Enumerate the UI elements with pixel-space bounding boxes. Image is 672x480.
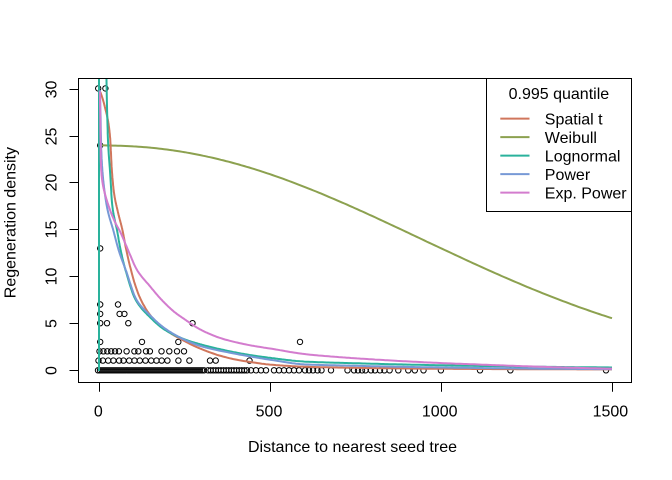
svg-text:25: 25 xyxy=(43,128,60,146)
svg-text:0: 0 xyxy=(94,404,103,421)
svg-text:30: 30 xyxy=(43,81,60,99)
svg-text:10: 10 xyxy=(43,268,60,286)
svg-text:Power: Power xyxy=(545,167,591,184)
svg-text:1500: 1500 xyxy=(593,404,629,421)
svg-text:0.995 quantile: 0.995 quantile xyxy=(509,86,610,103)
svg-text:0: 0 xyxy=(43,366,60,375)
svg-text:Distance to nearest seed tree: Distance to nearest seed tree xyxy=(248,439,457,456)
svg-text:20: 20 xyxy=(43,174,60,192)
svg-text:Spatial t: Spatial t xyxy=(545,112,603,129)
svg-text:Exp. Power: Exp. Power xyxy=(545,186,627,203)
svg-text:Weibull: Weibull xyxy=(545,130,597,147)
svg-text:1000: 1000 xyxy=(422,404,458,421)
svg-text:500: 500 xyxy=(256,404,283,421)
svg-text:Regeneration density: Regeneration density xyxy=(2,147,19,298)
svg-text:Lognormal: Lognormal xyxy=(545,149,621,166)
svg-text:5: 5 xyxy=(43,319,60,328)
svg-text:15: 15 xyxy=(43,221,60,239)
